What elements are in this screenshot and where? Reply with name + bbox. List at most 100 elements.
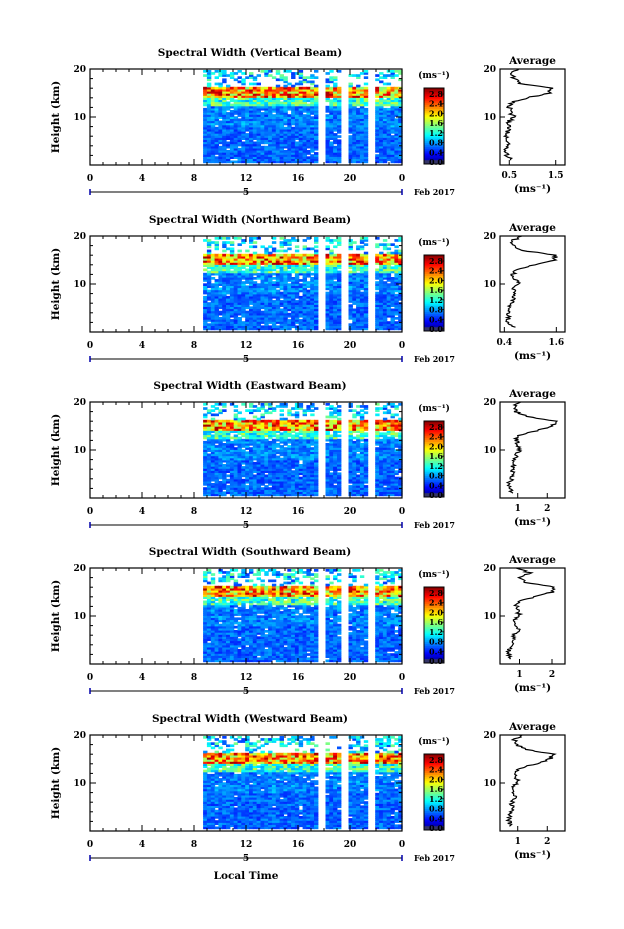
heatmap-cell (398, 124, 403, 128)
heatmap-cell (233, 143, 239, 147)
heatmap-cell (226, 97, 231, 100)
heatmap-cell (337, 86, 342, 90)
heatmap-cell (275, 95, 281, 98)
colorbar-segment (424, 302, 444, 305)
heatmap-cell (386, 253, 392, 257)
heatmap-cell (229, 141, 235, 145)
heatmap-cell (363, 323, 369, 326)
heatmap-cell (214, 430, 219, 433)
heatmap-cell (298, 264, 304, 267)
heatmap-cell (333, 122, 338, 126)
heatmap-cell (249, 287, 254, 291)
heatmap-cell (283, 84, 288, 88)
heatmap-cell (264, 478, 269, 482)
heatmap-cell (359, 310, 365, 314)
heatmap-cell (260, 430, 265, 433)
heatmap-cell (252, 306, 258, 310)
heatmap-cell (298, 466, 304, 469)
heatmap-cell (256, 470, 261, 473)
heatmap-cell (271, 443, 277, 446)
heatmap-cell (203, 110, 208, 113)
heatmap-cell (214, 478, 219, 482)
heatmap-cell (306, 99, 311, 103)
heatmap-cell (210, 445, 216, 448)
heatmap-cell (252, 272, 258, 276)
heatmap-cell (241, 160, 246, 164)
heatmap-cell (271, 485, 277, 488)
heatmap-cell (252, 485, 258, 488)
heatmap-cell (329, 443, 334, 446)
heatmap-cell (398, 306, 403, 310)
heatmap-cell (214, 419, 219, 423)
heatmap-cell (222, 272, 227, 276)
heatmap-cell (271, 426, 277, 429)
heatmap-cell (386, 306, 392, 310)
heatmap-cell (352, 279, 357, 282)
heatmap-cell (298, 306, 304, 310)
heatmap-cell (237, 474, 242, 478)
heatmap-cell (210, 270, 216, 274)
heatmap-cell (264, 464, 269, 467)
heatmap-cell (352, 74, 357, 77)
heatmap-cell (245, 440, 250, 444)
heatmap-cell (226, 440, 231, 444)
heatmap-cell (229, 461, 235, 465)
heatmap-cell (249, 114, 254, 117)
heatmap-cell (298, 310, 304, 314)
heatmap-cell (382, 314, 388, 318)
heatmap-cell (264, 447, 269, 450)
heatmap-cell (386, 158, 392, 162)
heatmap-cell (294, 260, 300, 263)
heatmap-cell (206, 455, 212, 459)
heatmap-cell (279, 249, 284, 253)
heatmap-cell (218, 107, 223, 111)
heatmap-cell (203, 466, 208, 469)
heatmap-cell (302, 107, 307, 111)
heatmap-cell (206, 453, 212, 457)
heatmap-cell (386, 137, 392, 140)
heatmap-cell (271, 314, 277, 318)
heatmap-cell (241, 461, 246, 465)
heatmap-cell (268, 156, 273, 159)
heatmap-cell (375, 270, 380, 274)
heatmap-cell (206, 91, 212, 94)
heatmap-cell (291, 154, 296, 157)
colorbar-segment (424, 141, 444, 144)
heatmap-cell (260, 93, 265, 96)
heatmap-cell (206, 487, 212, 490)
heatmap-cell (203, 258, 208, 261)
heatmap-cell (291, 466, 296, 469)
heatmap-cell (394, 251, 399, 255)
heatmap-cell (249, 137, 254, 140)
heatmap-cell (394, 152, 399, 155)
heatmap-cell (271, 120, 277, 124)
heatmap-cell (218, 445, 223, 448)
heatmap-cell (294, 277, 300, 280)
heatmap-cell (375, 145, 380, 149)
heatmap-cell (210, 327, 216, 331)
heatmap-cell (291, 150, 296, 153)
panel-title: Spectral Width (Vertical Beam) (158, 47, 342, 59)
heatmap-cell (249, 434, 254, 438)
heatmap-cell (249, 101, 254, 105)
heatmap-cell (287, 472, 292, 476)
heatmap-cell (268, 272, 273, 276)
heatmap-cell (386, 145, 392, 149)
heatmap-cell (329, 152, 334, 155)
heatmap-cell (325, 114, 330, 117)
heatmap-cell (310, 323, 315, 326)
heatmap-cell (382, 302, 388, 305)
heatmap-cell (325, 120, 330, 124)
heatmap-cell (382, 298, 388, 301)
heatmap-cell (386, 289, 392, 293)
heatmap-cell (271, 154, 277, 157)
heatmap-cell (298, 101, 304, 105)
heatmap-cell (382, 110, 388, 113)
heatmap-cell (394, 122, 399, 126)
heatmap-cell (379, 141, 384, 145)
heatmap-cell (291, 445, 296, 448)
heatmap-cell (302, 110, 307, 113)
heatmap-cell (214, 407, 219, 410)
heatmap-cell (252, 487, 258, 490)
heatmap-cell (218, 99, 223, 103)
